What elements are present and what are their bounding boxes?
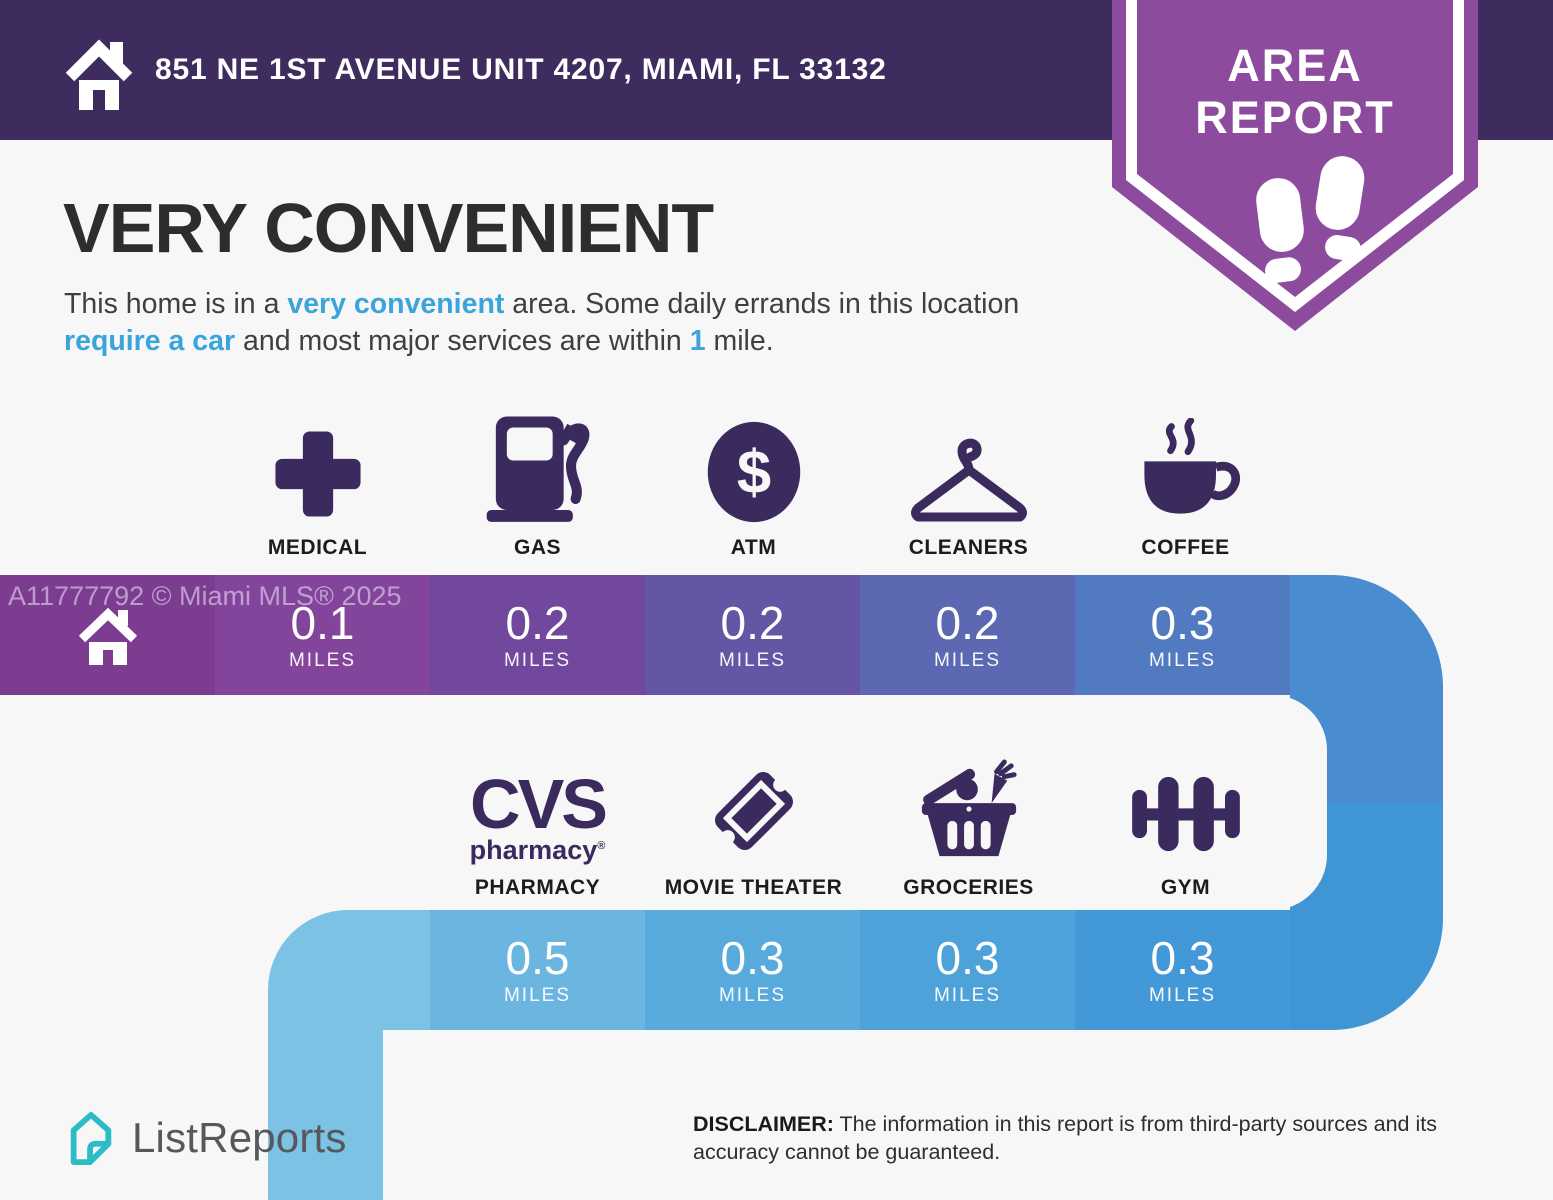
distance-unit: MILES	[718, 649, 787, 671]
page-title: VERY CONVENIENT	[63, 189, 714, 267]
path-descender	[268, 1030, 383, 1200]
home-icon	[62, 32, 136, 115]
distance-value: 0.3	[1150, 931, 1215, 984]
mls-watermark: A11777792 © Miami MLS® 2025	[8, 581, 402, 611]
distance-band-row1: 0.1 MILES 0.2 MILES 0.2 MILES 0.2 MILES …	[0, 575, 1290, 695]
distance-cell: 0.5 MILES	[430, 910, 645, 1030]
footprints-icon	[1256, 156, 1365, 283]
distance-value: 0.5	[505, 931, 570, 984]
distance-unit: MILES	[503, 649, 572, 671]
disclaimer-label: DISCLAIMER:	[693, 1112, 834, 1136]
distance-value: 0.3	[935, 931, 1000, 984]
distance-value: 0.3	[720, 931, 785, 984]
distance-cell: 0.3 MILES	[645, 910, 860, 1030]
highlight-require-a-car: require a car	[64, 325, 236, 357]
distance-unit: MILES	[933, 984, 1002, 1006]
path-inner-corner-bottom	[383, 1030, 623, 1200]
poi-label: GAS	[513, 536, 561, 559]
distance-cell: 0.2 MILES	[645, 575, 860, 695]
poi-label: COFFEE	[1141, 536, 1230, 559]
badge-line-1: AREA	[1227, 40, 1363, 91]
poi-label: GYM	[1160, 876, 1211, 899]
distance-value: 0.2	[720, 596, 785, 649]
poi-groceries: GROCERIES	[861, 744, 1076, 900]
atm-dollar-icon: $	[646, 404, 861, 526]
distance-cell: 0.2 MILES	[860, 575, 1075, 695]
distance-value: 0.2	[935, 596, 1000, 649]
band-turn-segment	[268, 910, 430, 1030]
distance-unit: MILES	[288, 649, 357, 671]
medical-cross-icon	[210, 404, 425, 526]
poi-gas: GAS	[430, 404, 645, 560]
poi-label: MEDICAL	[267, 536, 368, 559]
poi-cleaners: CLEANERS	[861, 404, 1076, 560]
poi-label: CLEANERS	[908, 536, 1029, 559]
distance-cell: 0.1 MILES	[215, 575, 430, 695]
distance-unit: MILES	[1148, 984, 1217, 1006]
gas-pump-icon	[430, 404, 645, 526]
dumbbell-icon	[1078, 744, 1293, 866]
distance-value: 0.1	[290, 596, 355, 649]
band-home-segment	[0, 575, 215, 695]
listreports-brand: ListReports	[64, 1108, 347, 1168]
badge-line-2: REPORT	[1195, 92, 1395, 143]
path-inner-corner-right	[1240, 695, 1327, 910]
coffee-cup-icon	[1078, 404, 1293, 526]
disclaimer: DISCLAIMER: The information in this repo…	[693, 1112, 1437, 1164]
poi-coffee: COFFEE	[1078, 404, 1293, 560]
poi-label: PHARMACY	[474, 876, 601, 899]
distance-value: 0.2	[505, 596, 570, 649]
ticket-icon	[646, 744, 861, 866]
poi-pharmacy: CVS pharmacy® PHARMACY	[430, 744, 645, 900]
poi-label: GROCERIES	[903, 876, 1034, 899]
distance-cell: 0.3 MILES	[1075, 910, 1290, 1030]
highlight-very-convenient: very convenient	[287, 288, 505, 320]
poi-movie-theater: MOVIE THEATER	[646, 744, 861, 900]
distance-unit: MILES	[718, 984, 787, 1006]
poi-medical: MEDICAL	[210, 404, 425, 560]
distance-unit: MILES	[933, 649, 1002, 671]
distance-band-row2: 0.5 MILES 0.3 MILES 0.3 MILES 0.3 MILES	[268, 910, 1290, 1030]
brand-name: ListReports	[132, 1114, 347, 1161]
description: This home is in a very convenient area. …	[64, 288, 1020, 357]
distance-value: 0.3	[1150, 596, 1215, 649]
home-icon	[78, 607, 137, 665]
property-address: 851 NE 1ST AVENUE UNIT 4207, MIAMI, FL 3…	[155, 53, 887, 86]
poi-label: ATM	[730, 536, 777, 559]
poi-gym: GYM	[1078, 744, 1293, 900]
poi-label: MOVIE THEATER	[664, 876, 843, 899]
hanger-icon	[861, 404, 1076, 526]
distance-cell: 0.3 MILES	[1075, 575, 1290, 695]
distance-unit: MILES	[1148, 649, 1217, 671]
svg-text:$: $	[736, 438, 770, 507]
highlight-one-mile: 1	[689, 325, 706, 357]
area-report-ribbon: AREA REPORT	[1112, 0, 1478, 340]
cvs-pharmacy-logo: CVS pharmacy®	[469, 765, 608, 865]
poi-atm: $ ATM	[646, 404, 861, 560]
distance-cell: 0.3 MILES	[860, 910, 1075, 1030]
distance-cell: 0.2 MILES	[430, 575, 645, 695]
grocery-basket-icon	[861, 744, 1076, 866]
distance-unit: MILES	[503, 984, 572, 1006]
listreports-logo-icon	[70, 1111, 112, 1165]
